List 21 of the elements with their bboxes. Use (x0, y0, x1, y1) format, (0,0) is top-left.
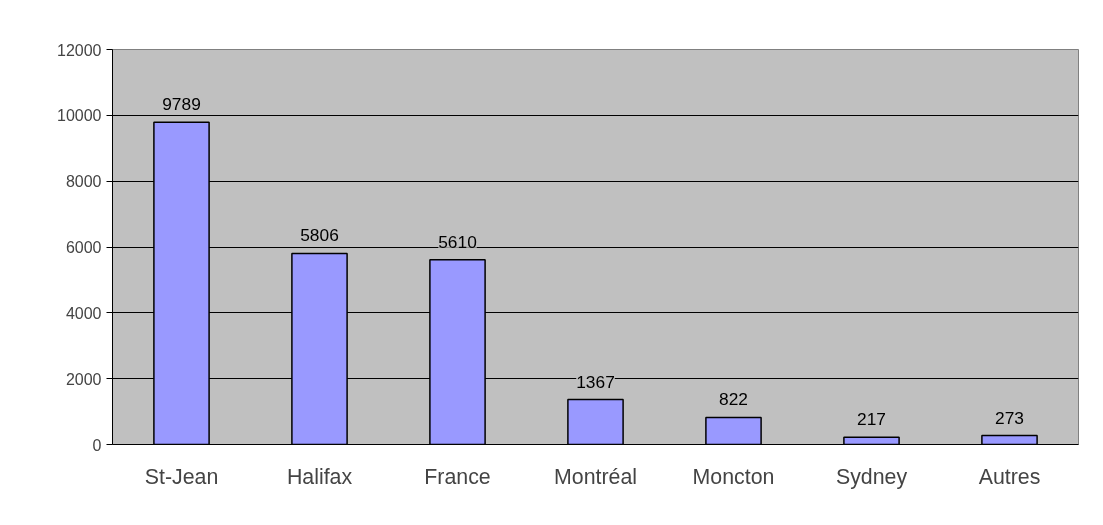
data-label: 5806 (300, 225, 339, 246)
data-label: 1367 (576, 371, 615, 392)
x-tick-label: St-Jean (144, 464, 219, 489)
y-tick-label: 8000 (65, 173, 102, 191)
x-tick-label: France (424, 464, 491, 489)
x-tick-label: Moncton (692, 464, 775, 489)
data-label: 9789 (162, 94, 201, 115)
data-label: 5610 (438, 231, 477, 252)
x-tick-label: Autres (978, 464, 1041, 489)
y-tick-label: 0 (92, 436, 102, 454)
y-tick-label: 2000 (65, 370, 102, 388)
x-tick-label: Halifax (286, 464, 353, 489)
data-label: 217 (857, 409, 886, 430)
y-tick-label: 6000 (65, 239, 102, 256)
x-tick-label: Sydney (835, 464, 908, 489)
y-tick-label: 10000 (57, 107, 102, 125)
x-tick-label: Montréal (554, 464, 637, 489)
data-label: 822 (719, 389, 748, 410)
y-tick-label: 4000 (65, 304, 102, 322)
y-tick-label: 12000 (57, 41, 102, 59)
data-label: 273 (995, 407, 1024, 428)
